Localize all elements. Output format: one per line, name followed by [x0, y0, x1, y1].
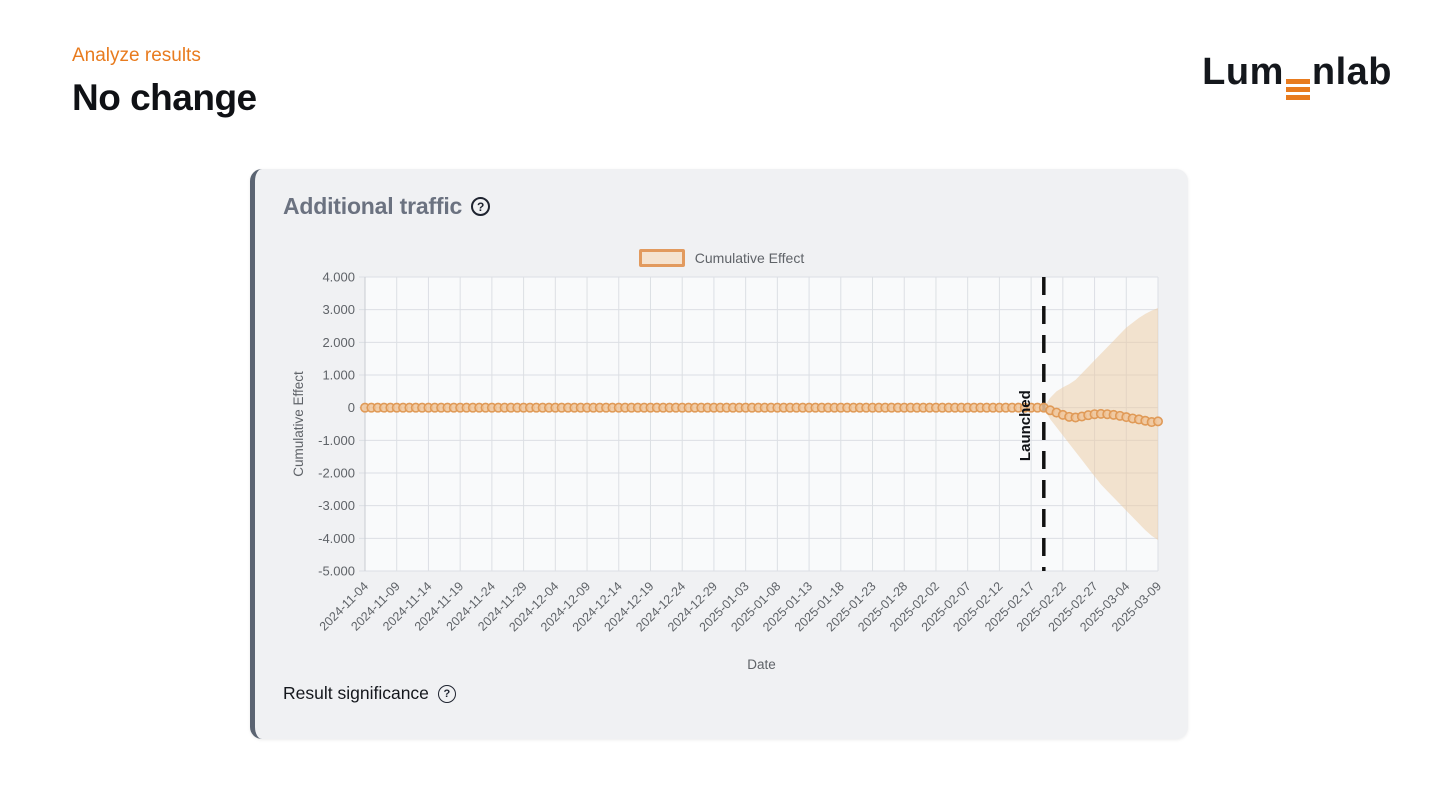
- legend-swatch-cumulative-effect: [638, 249, 685, 267]
- confidence-band: [1043, 308, 1158, 540]
- page-title: No change: [72, 77, 257, 118]
- y-tick-label: 0: [348, 400, 355, 415]
- y-tick-label: -3.000: [318, 498, 355, 513]
- help-icon[interactable]: ?: [471, 197, 491, 216]
- plot-area: [365, 277, 1158, 571]
- launched-label: Launched: [1017, 390, 1034, 461]
- legend-label: Cumulative Effect: [694, 250, 805, 266]
- x-axis-title: Date: [747, 657, 776, 672]
- lumenlab-logo: Lum nlab: [1202, 51, 1392, 100]
- cumulative-effect-chart: 4.000 3.000 2.000 1.000 0 -1.000 -2.000 -3.000 -…: [291, 271, 1164, 672]
- y-tick-label: -4.000: [318, 531, 355, 546]
- card-footer: Result significance ?: [283, 683, 1160, 704]
- result-significance-label: Result significance: [283, 683, 429, 703]
- heading-block: Analyze results No change: [72, 45, 257, 119]
- y-tick-label: 4.000: [322, 271, 355, 285]
- additional-traffic-card: Additional traffic ? Cumulative Effect 4…: [250, 169, 1188, 739]
- breadcrumb: Analyze results: [72, 45, 201, 66]
- help-icon[interactable]: ?: [437, 684, 456, 703]
- y-tick-label: 1.000: [322, 368, 355, 383]
- card-title: Additional traffic: [283, 193, 463, 219]
- card-title-row: Additional traffic ?: [283, 193, 1160, 220]
- logo-e-bars-icon: [1285, 79, 1310, 100]
- data-point: [1152, 416, 1163, 427]
- y-tick-label: -2.000: [318, 466, 355, 481]
- y-tick-label: -1.000: [318, 433, 355, 448]
- y-tick-label: -5.000: [318, 564, 355, 579]
- y-axis-title: Cumulative Effect: [291, 371, 306, 477]
- chart-legend: Cumulative Effect: [283, 247, 1160, 269]
- logo-prefix: Lum: [1202, 51, 1284, 93]
- y-tick-label: 2.000: [322, 335, 355, 350]
- logo-suffix: nlab: [1311, 51, 1392, 93]
- topbar: Analyze results No change Lum nlab: [0, 0, 1440, 119]
- y-tick-label: 3.000: [322, 302, 355, 317]
